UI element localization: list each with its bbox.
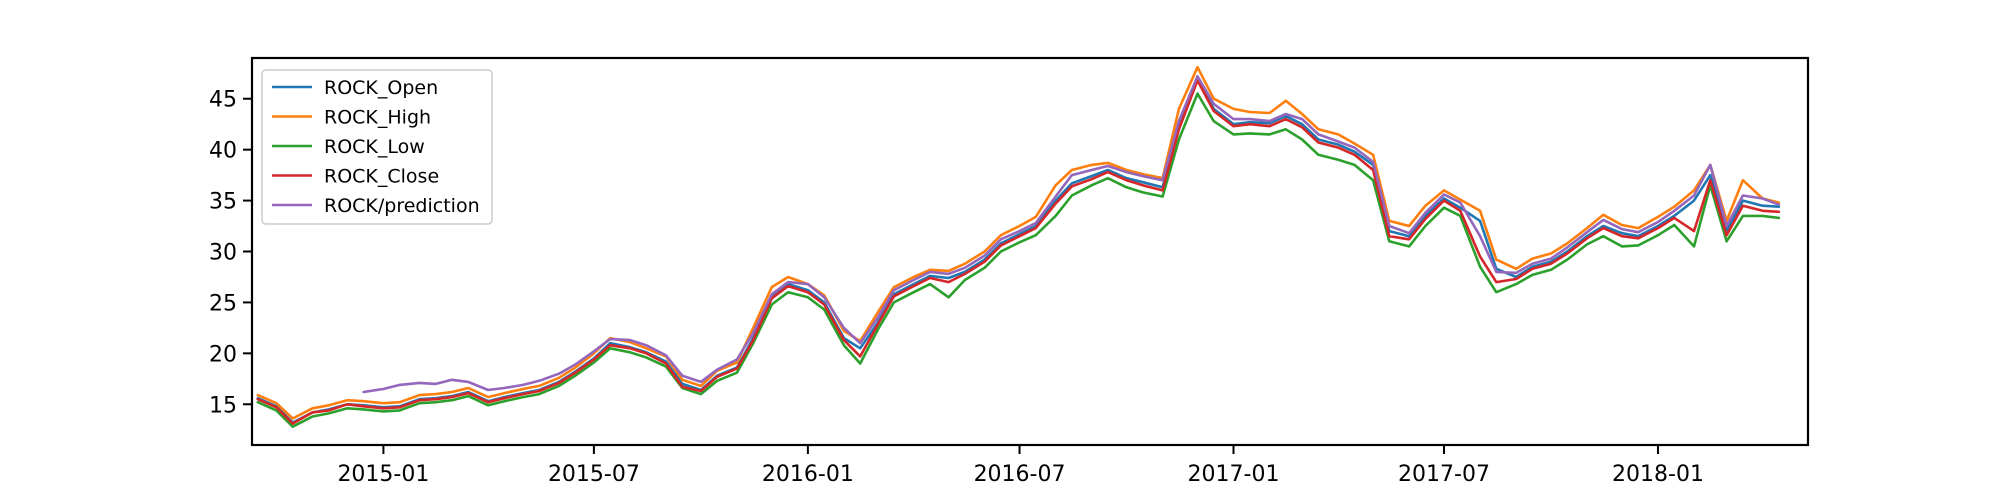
series-line-1: [256, 65, 1781, 420]
y-tick-label-3: 30: [209, 241, 237, 266]
x-tick-label-4: 2017-01: [1188, 462, 1280, 487]
legend-label-4: ROCK/prediction: [324, 195, 480, 217]
x-tick-label-0: 2015-01: [337, 462, 429, 487]
series-line-4: [362, 75, 1781, 394]
y-tick-label-0: 15: [209, 393, 237, 418]
y-tick-label-1: 20: [209, 342, 237, 367]
legend-box: [261, 69, 493, 225]
legend-label-3: ROCK_Close: [324, 166, 439, 188]
x-tick-label-3: 2016-07: [974, 462, 1066, 487]
series-line-2: [256, 92, 1781, 428]
x-tick-label-1: 2015-07: [548, 462, 640, 487]
x-tick-label-6: 2018-01: [1612, 462, 1704, 487]
y-tick-label-5: 40: [209, 139, 237, 164]
x-tick-label-2: 2016-01: [762, 462, 854, 487]
series-layer: [256, 65, 1781, 428]
series-line-3: [256, 79, 1781, 425]
legend-label-2: ROCK_Low: [324, 136, 425, 158]
legend-label-1: ROCK_High: [324, 107, 431, 129]
x-tick-label-5: 2017-07: [1398, 462, 1490, 487]
y-tick-label-6: 45: [209, 88, 237, 113]
y-tick-label-2: 25: [209, 291, 237, 316]
y-tick-label-4: 35: [209, 190, 237, 215]
legend-label-0: ROCK_Open: [324, 77, 438, 99]
y-axis: 15 20 25 30 35 40 45: [209, 88, 252, 418]
x-axis: 2015-01 2015-07 2016-01 2016-07 2017-01 2017-…: [337, 445, 1704, 487]
legend: ROCK_Open ROCK_High ROCK_Low ROCK_Close ROCK…: [261, 69, 493, 225]
